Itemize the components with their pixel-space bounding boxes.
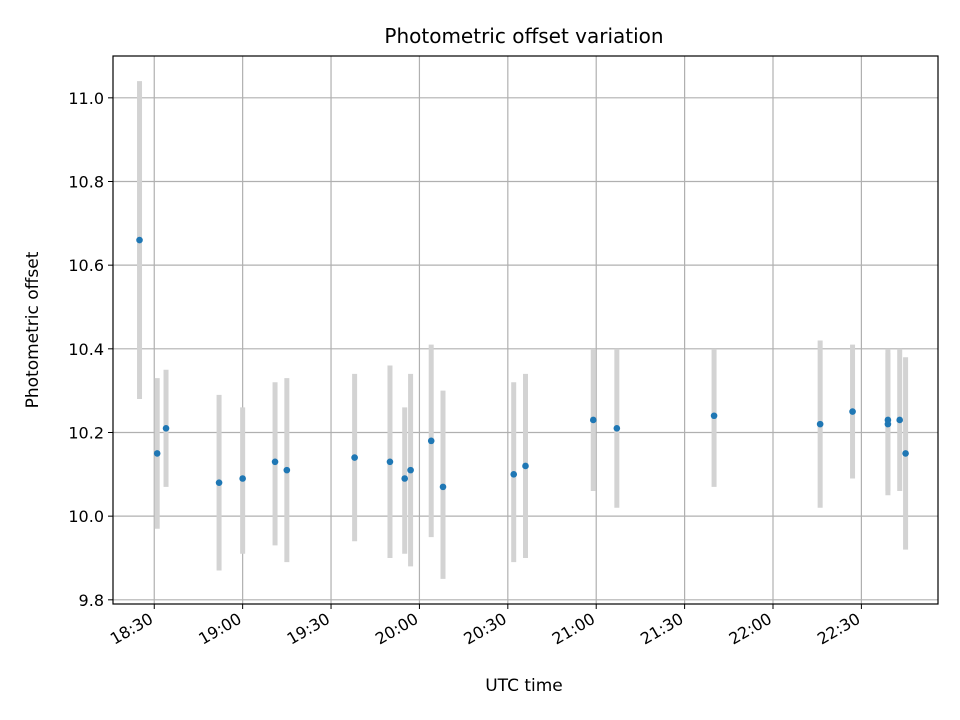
data-point bbox=[522, 462, 529, 470]
x-tick-label: 19:00 bbox=[195, 609, 244, 649]
data-point bbox=[215, 479, 223, 486]
data-point bbox=[283, 466, 291, 474]
data-point bbox=[902, 450, 909, 457]
x-axis-title: UTC time bbox=[485, 676, 563, 696]
y-tick-label: 11.0 bbox=[68, 89, 104, 108]
data-point bbox=[239, 475, 246, 482]
y-tick-label: 10.8 bbox=[68, 172, 104, 191]
grid-lines bbox=[113, 56, 938, 604]
y-axis: 9.8 10.0 10.2 10.4 10.6 10.8 11.0 bbox=[68, 89, 113, 610]
x-axis: 18:30 19:00 19:30 20:00 20:30 21:00 21:30 22:00… bbox=[107, 604, 863, 649]
error-bars bbox=[137, 81, 909, 579]
data-point bbox=[401, 475, 408, 482]
data-point bbox=[271, 458, 279, 466]
data-point bbox=[407, 466, 414, 474]
x-tick-label: 18:30 bbox=[107, 609, 156, 649]
y-axis-title: Photometric offset bbox=[23, 251, 43, 408]
y-tick-label: 10.0 bbox=[68, 507, 104, 526]
data-point bbox=[849, 408, 856, 415]
data-point bbox=[710, 412, 718, 420]
data-point bbox=[510, 471, 518, 478]
data-point bbox=[427, 437, 435, 445]
data-point bbox=[136, 236, 143, 244]
y-tick-label: 10.6 bbox=[68, 256, 104, 275]
x-tick-label: 19:30 bbox=[284, 609, 333, 649]
x-tick-label: 22:00 bbox=[726, 609, 775, 649]
data-point bbox=[613, 425, 621, 432]
x-tick-label: 20:00 bbox=[372, 609, 421, 649]
chart-title: Photometric offset variation bbox=[384, 24, 663, 48]
data-point bbox=[153, 450, 161, 457]
x-tick-label: 22:30 bbox=[814, 609, 863, 649]
data-point bbox=[896, 416, 903, 424]
x-tick-label: 20:30 bbox=[460, 609, 509, 649]
data-point bbox=[351, 454, 358, 461]
data-point bbox=[439, 483, 447, 491]
y-tick-label: 10.4 bbox=[68, 340, 104, 359]
data-points bbox=[136, 236, 909, 491]
x-tick-label: 21:00 bbox=[549, 609, 598, 649]
data-point bbox=[162, 425, 170, 432]
plot-frame bbox=[112, 55, 939, 605]
data-point bbox=[386, 458, 394, 466]
data-point bbox=[589, 416, 597, 424]
data-point bbox=[816, 420, 824, 428]
x-tick-label: 21:30 bbox=[637, 609, 686, 649]
y-tick-label: 10.2 bbox=[68, 423, 104, 442]
y-tick-label: 9.8 bbox=[79, 591, 104, 610]
data-point bbox=[884, 416, 892, 424]
